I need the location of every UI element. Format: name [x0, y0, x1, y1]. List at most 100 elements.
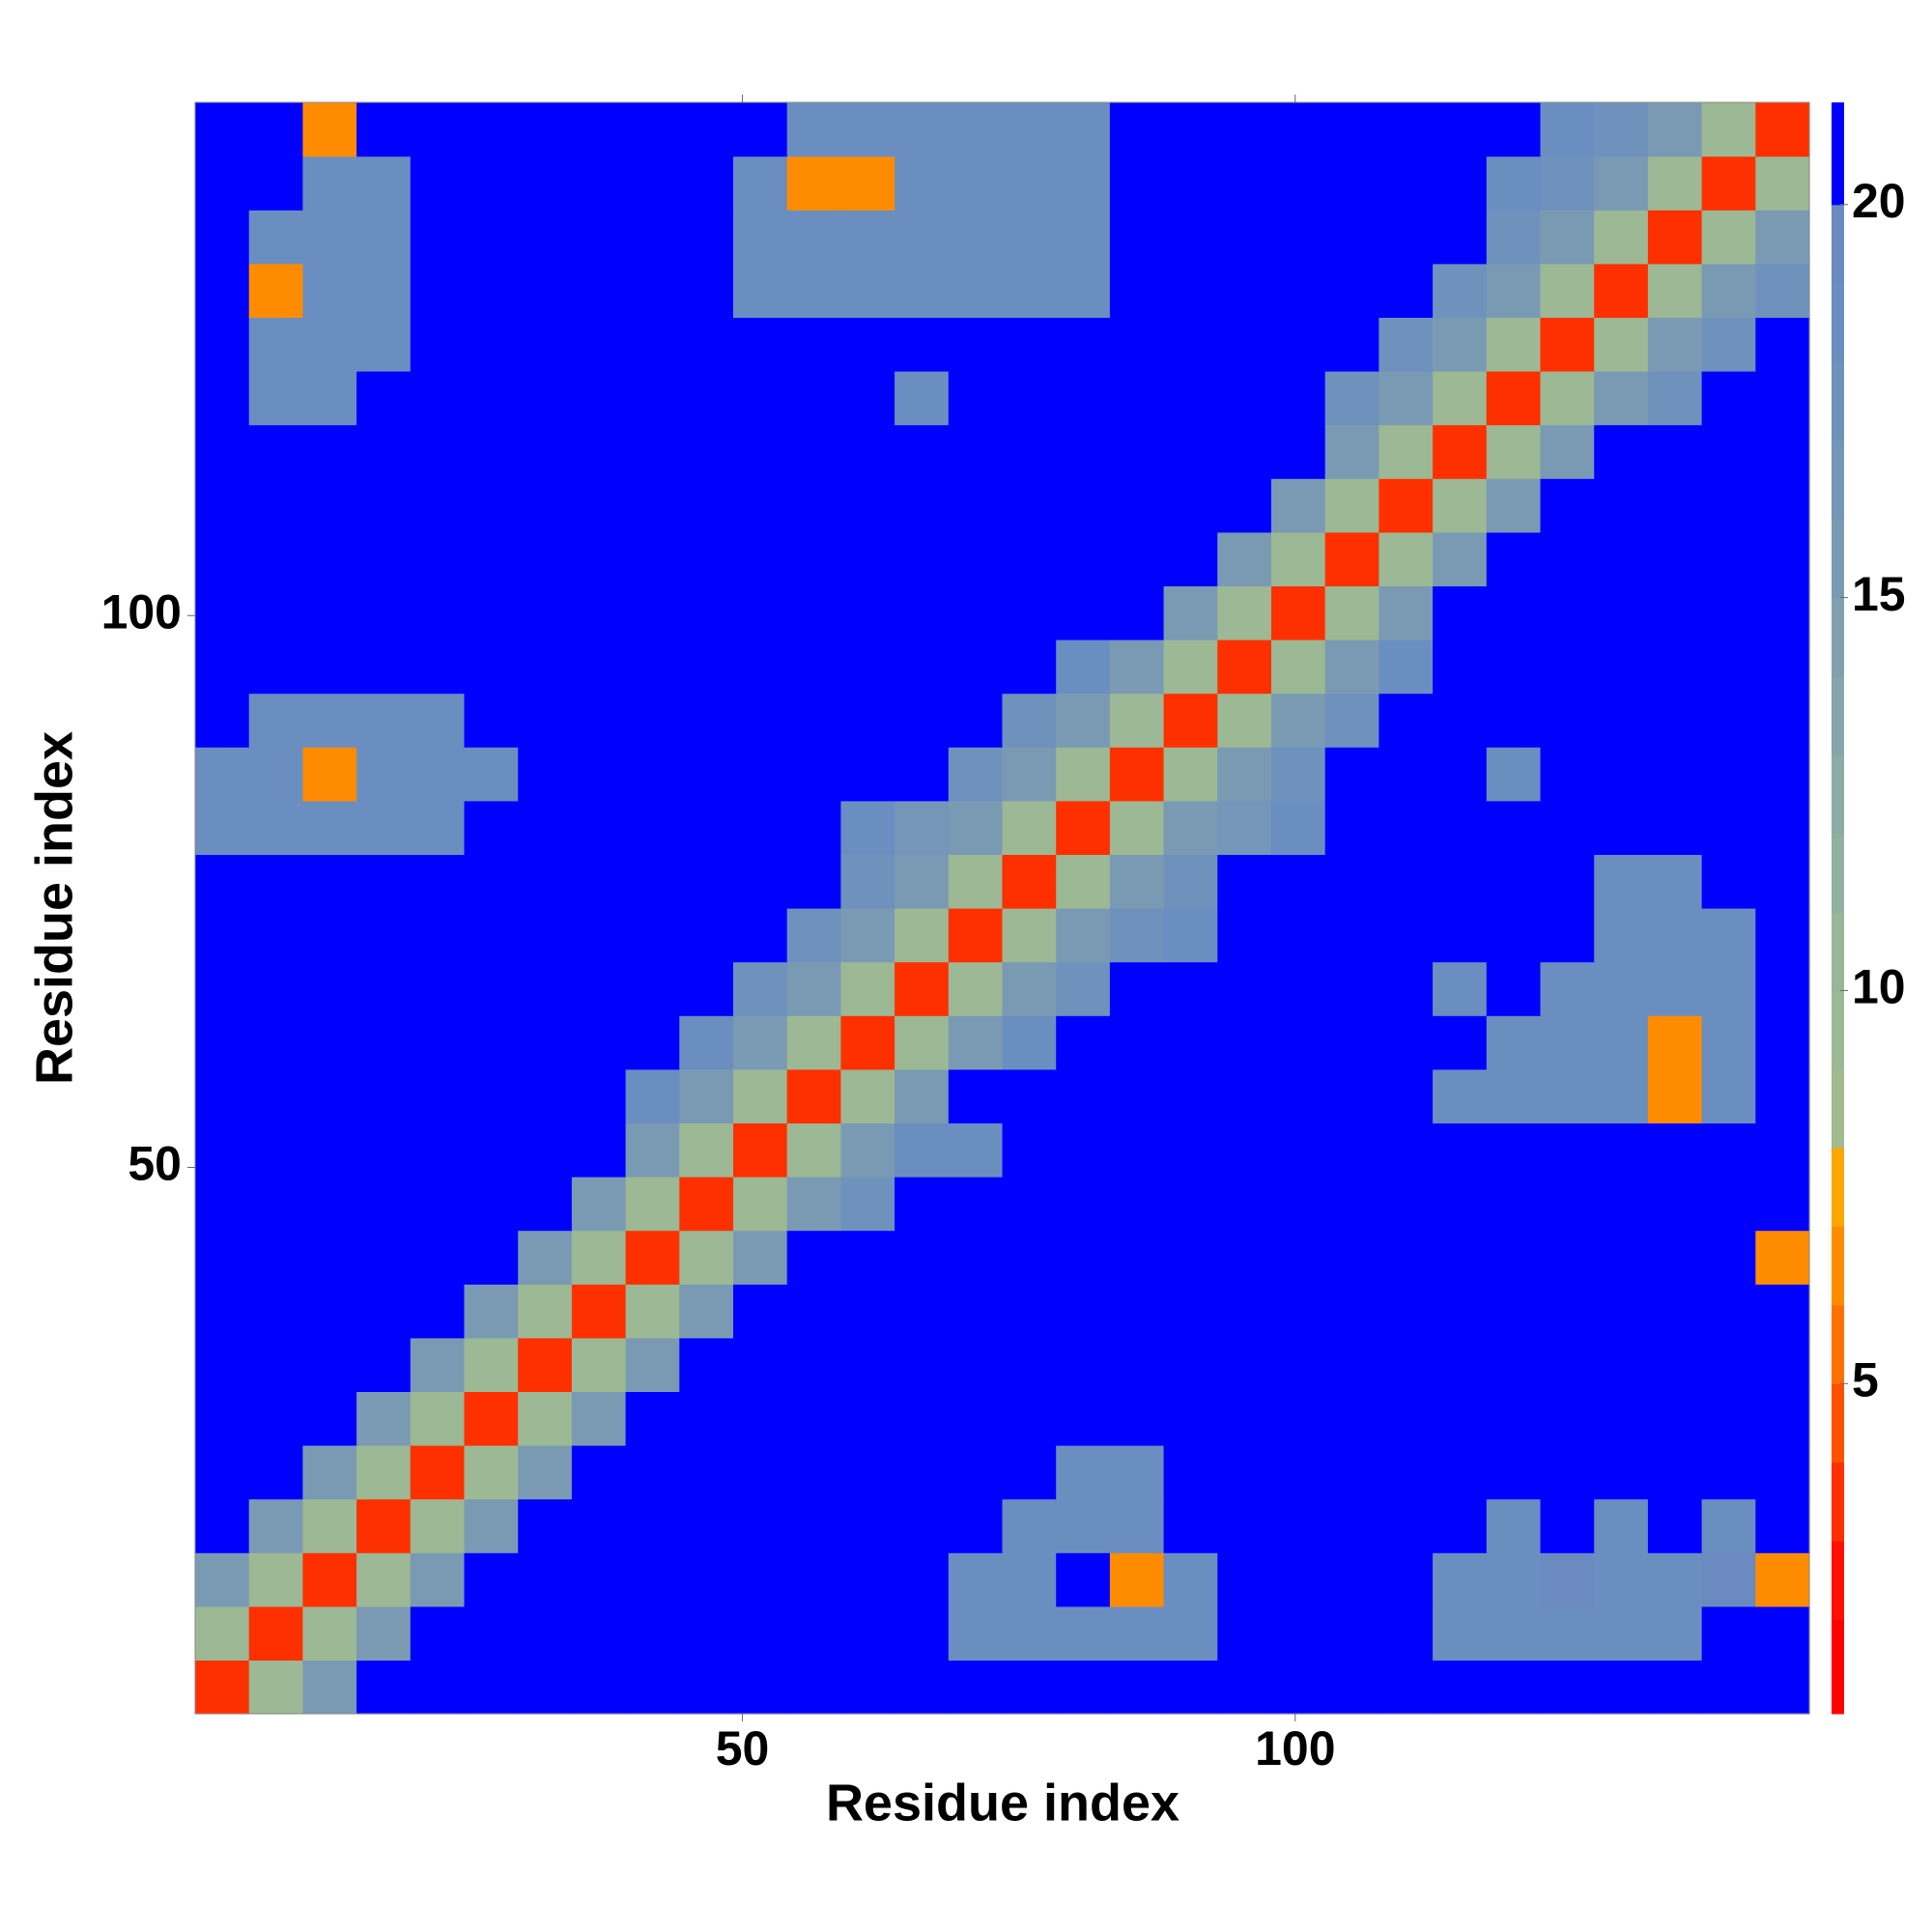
heatmap-cell	[786, 1391, 841, 1446]
heatmap-cell	[1701, 854, 1756, 909]
heatmap-cell	[1056, 1015, 1111, 1070]
heatmap-cell	[1271, 424, 1326, 479]
heatmap-cell	[1486, 478, 1542, 533]
heatmap-cell	[1647, 1177, 1703, 1232]
heatmap-cell	[410, 639, 466, 695]
heatmap-cell	[1002, 854, 1057, 909]
heatmap-cell	[1163, 1498, 1218, 1553]
heatmap-cell	[410, 961, 466, 1016]
heatmap-cell	[1109, 639, 1165, 695]
heatmap-cell	[1486, 210, 1542, 265]
heatmap-cell	[195, 531, 250, 586]
heatmap-cell	[1486, 1122, 1542, 1178]
heatmap-cell	[518, 1337, 573, 1392]
heatmap-cell	[195, 693, 250, 748]
heatmap-cell	[733, 478, 788, 533]
heatmap-cell	[1056, 263, 1111, 318]
heatmap-cell	[1701, 800, 1756, 855]
heatmap-cell	[1486, 1230, 1542, 1285]
heatmap-cell	[840, 1391, 895, 1446]
heatmap-cell	[948, 156, 1004, 211]
heatmap-cell	[302, 1445, 357, 1500]
heatmap-cell	[1647, 156, 1703, 211]
heatmap-cell	[1594, 585, 1649, 640]
colorbar-segment	[1832, 519, 1844, 599]
heatmap-cell	[1647, 1391, 1703, 1446]
heatmap-cell	[948, 1498, 1004, 1553]
heatmap-cell	[1594, 961, 1649, 1016]
heatmap-cell	[1271, 1337, 1326, 1392]
heatmap-cell	[840, 263, 895, 318]
heatmap-cell	[518, 1660, 573, 1715]
heatmap-cell	[1486, 1177, 1542, 1232]
heatmap-cell	[571, 1445, 627, 1500]
heatmap-cell	[1433, 210, 1488, 265]
heatmap-cell	[895, 961, 950, 1016]
heatmap-cell	[1701, 1015, 1756, 1070]
heatmap-cell	[1647, 1337, 1703, 1392]
heatmap-cell	[786, 210, 841, 265]
heatmap-cell	[1433, 747, 1488, 802]
heatmap-cell	[1217, 1605, 1272, 1661]
heatmap-cell	[195, 424, 250, 479]
heatmap-cell	[195, 1605, 250, 1661]
heatmap-cell	[625, 1552, 680, 1607]
heatmap-cell	[248, 156, 303, 211]
heatmap-cell	[1540, 1605, 1595, 1661]
heatmap-cell	[410, 102, 466, 157]
heatmap-cell	[302, 1230, 357, 1285]
heatmap-cell	[1540, 961, 1595, 1016]
heatmap-cell	[840, 1177, 895, 1232]
heatmap-cell	[195, 1337, 250, 1392]
heatmap-cell	[1002, 693, 1057, 748]
heatmap-cell	[518, 210, 573, 265]
heatmap-cell	[195, 800, 250, 855]
heatmap-cell	[1217, 1337, 1272, 1392]
heatmap-cell	[248, 1015, 303, 1070]
heatmap-cell	[571, 854, 627, 909]
heatmap-cell	[410, 317, 466, 372]
heatmap-cell	[1540, 1230, 1595, 1285]
heatmap-cell	[464, 1498, 519, 1553]
heatmap-cell	[948, 585, 1004, 640]
heatmap-cell	[1647, 1552, 1703, 1607]
heatmap-cell	[1755, 747, 1810, 802]
heatmap-cell	[1594, 1122, 1649, 1178]
heatmap-cell	[679, 908, 734, 963]
heatmap-cell	[1324, 1284, 1379, 1339]
heatmap-cell	[1109, 800, 1165, 855]
heatmap-cell	[1163, 961, 1218, 1016]
colorbar-segment	[1832, 283, 1844, 363]
heatmap-cell	[1002, 1552, 1057, 1607]
heatmap-cell	[625, 800, 680, 855]
heatmap-cell	[1486, 1391, 1542, 1446]
heatmap-cell	[1324, 1552, 1379, 1607]
heatmap-cell	[1755, 1552, 1810, 1607]
heatmap-cell	[1594, 1230, 1649, 1285]
heatmap-cell	[302, 1122, 357, 1178]
heatmap-cell	[518, 961, 573, 1016]
heatmap-cell	[302, 1498, 357, 1553]
heatmap-cell	[1002, 908, 1057, 963]
heatmap-cell	[733, 1445, 788, 1500]
heatmap-cell	[464, 478, 519, 533]
heatmap-cell	[1647, 693, 1703, 748]
heatmap-cell	[356, 800, 412, 855]
heatmap-cell	[1271, 1230, 1326, 1285]
colorbar-segment	[1832, 204, 1844, 284]
heatmap-cell	[464, 585, 519, 640]
heatmap-cell	[1701, 1177, 1756, 1232]
heatmap-cell	[1486, 263, 1542, 318]
heatmap-cell	[302, 1284, 357, 1339]
heatmap-cell	[1433, 1391, 1488, 1446]
heatmap-cell	[1324, 1068, 1379, 1123]
heatmap-cell	[1755, 1660, 1810, 1715]
heatmap-cell	[356, 639, 412, 695]
heatmap-cell	[1271, 1391, 1326, 1446]
heatmap-cell	[1755, 1445, 1810, 1500]
heatmap-cell	[1056, 1552, 1111, 1607]
heatmap-cell	[625, 961, 680, 1016]
heatmap-cell	[679, 1660, 734, 1715]
heatmap-cell	[464, 1122, 519, 1178]
heatmap-cell	[1163, 854, 1218, 909]
